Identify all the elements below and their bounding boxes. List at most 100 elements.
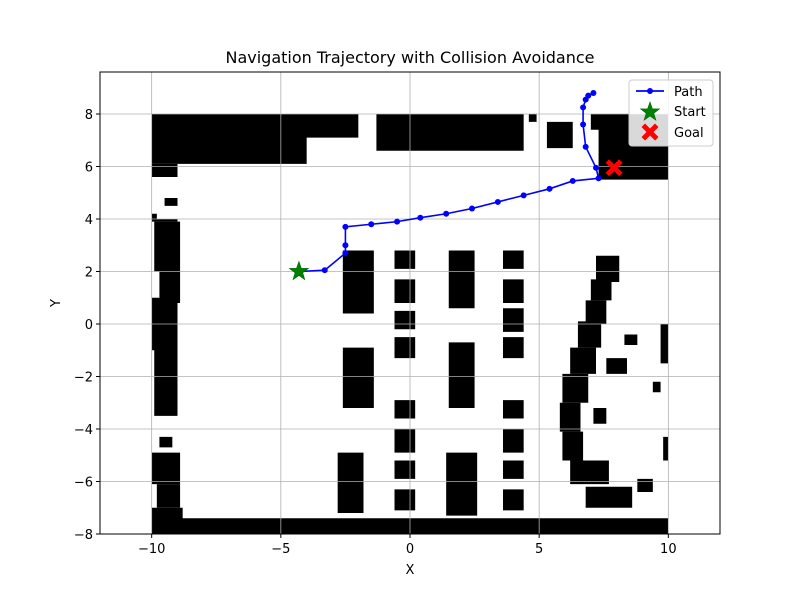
obstacle-cell (562, 373, 589, 403)
obstacle-cell (624, 334, 638, 345)
path-point (321, 267, 328, 274)
legend-start-star-icon (639, 101, 661, 121)
x-tick-label: 10 (660, 542, 677, 557)
obstacle-cell (562, 431, 584, 461)
path-point (417, 214, 424, 221)
y-tick-label: 0 (85, 318, 93, 333)
obstacle-cell (503, 400, 524, 419)
obstacle-cell (151, 135, 307, 164)
chart-title: Navigation Trajectory with Collision Avo… (225, 48, 594, 67)
legend-path-marker (647, 88, 653, 94)
obstacle-cell (151, 163, 178, 177)
obstacle-cell (570, 460, 609, 485)
obstacle-cell (448, 342, 475, 408)
path-line (298, 92, 600, 273)
obstacle-cell (394, 429, 416, 453)
y-tick-label: −2 (74, 371, 93, 386)
y-tick-label: 2 (85, 266, 93, 281)
path-point (593, 164, 599, 171)
x-tick-label: 0 (406, 542, 414, 557)
legend-goal-label: Goal (674, 126, 704, 141)
obstacle-cell (394, 337, 416, 359)
obstacle-cell (342, 250, 374, 314)
path-point (595, 175, 602, 182)
path-point (342, 250, 349, 257)
legend-path-label: Path (674, 85, 703, 100)
obstacle-cell (154, 221, 181, 272)
obstacle-cell (159, 271, 181, 303)
obstacle-cell (503, 337, 524, 359)
goal-marker-x-icon (605, 159, 623, 177)
y-tick-label: −8 (74, 528, 93, 543)
path-point (394, 218, 401, 225)
obstacle-cell (503, 250, 524, 269)
obstacle-cell (577, 321, 602, 348)
x-tick-label: −5 (271, 542, 290, 557)
path-point (342, 242, 349, 249)
x-axis-label: X (406, 563, 415, 578)
legend: Path Start Goal (628, 79, 714, 147)
obstacle-cell (154, 347, 178, 416)
path-point (443, 210, 450, 217)
obstacle-cell (528, 114, 537, 122)
obstacle-cell (503, 308, 524, 332)
obstacle-cell (663, 436, 669, 461)
obstacle-cell (503, 460, 524, 479)
obstacle-cell (337, 452, 364, 513)
x-tick-label: 5 (535, 542, 543, 557)
obstacle-cell (503, 489, 524, 511)
obstacle-cell (286, 114, 359, 138)
path-point (469, 205, 475, 212)
path-point (494, 198, 501, 205)
obstacle-cell (660, 324, 669, 364)
obstacle-cell (394, 400, 416, 419)
y-tick-label: −6 (74, 476, 93, 491)
path-point (569, 177, 576, 184)
path-point (582, 143, 589, 150)
obstacle-cell (164, 198, 178, 206)
obstacle-cell (394, 489, 416, 511)
obstacle-cell (596, 255, 620, 282)
obstacle-cell (570, 347, 596, 374)
obstacle-cell (156, 484, 181, 508)
obstacle-cell (637, 478, 653, 492)
obstacle-cell (652, 381, 661, 393)
y-tick-label: 4 (85, 213, 93, 228)
start-marker-star-icon (288, 260, 310, 281)
obstacle-cell (546, 121, 573, 149)
obstacle-cell (503, 429, 524, 453)
obstacle-cell (585, 486, 633, 508)
x-tick-label: −10 (138, 542, 165, 557)
path-point (546, 185, 553, 192)
legend-start-label: Start (674, 105, 706, 120)
obstacle-cell (342, 347, 374, 408)
y-tick-label: 6 (85, 161, 93, 176)
path-point (342, 223, 349, 230)
path-point (580, 121, 587, 128)
path-point (520, 192, 527, 199)
y-tick-label: −4 (74, 423, 93, 438)
obstacle-cell (151, 507, 183, 521)
obstacle-cell (394, 279, 416, 303)
obstacle-cell (376, 114, 524, 151)
path-point (580, 104, 587, 111)
obstacle-cell (590, 279, 612, 301)
obstacle-cell (448, 250, 475, 309)
y-tick-label: 8 (85, 108, 93, 123)
obstacle-cell (593, 408, 607, 424)
obstacle-cell (503, 279, 524, 303)
legend-goal-x-icon (641, 123, 659, 141)
y-axis-label: Y (49, 299, 64, 308)
obstacle-cell (585, 300, 607, 324)
obstacle-cell (159, 436, 173, 448)
path-point (585, 92, 592, 99)
obstacle-cell (151, 452, 181, 485)
obstacle-cell (151, 213, 157, 219)
obstacle-cell (151, 219, 178, 222)
obstacle-cell (606, 358, 627, 374)
path-point (590, 90, 597, 96)
obstacle-cell (394, 460, 416, 479)
path-series (295, 90, 602, 275)
obstacle-cell (394, 310, 416, 330)
